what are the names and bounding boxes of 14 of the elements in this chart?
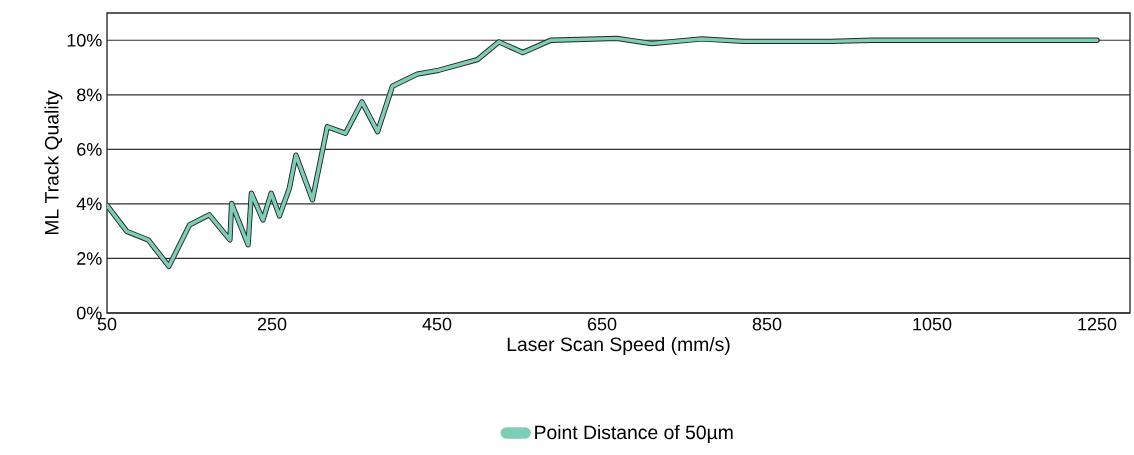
x-tick-label: 250 [257, 317, 287, 331]
y-tick-label: 6% [77, 143, 102, 156]
y-tick-label: 10% [67, 33, 102, 47]
y-tick-label: 8% [77, 88, 102, 102]
x-tick-label: 850 [752, 317, 782, 331]
x-tick-label: 450 [422, 317, 452, 331]
x-axis-title: Laser Scan Speed (mm/s) [507, 336, 730, 355]
x-tick-label: 1050 [913, 317, 952, 331]
y-tick-label: 4% [76, 197, 102, 211]
y-axis-title: ML Track Quality [44, 90, 63, 235]
x-tick-label: 650 [587, 317, 617, 331]
x-tick-label: 1250 [1078, 317, 1117, 331]
y-tick-label: 2% [77, 252, 102, 265]
legend-label: Point Distance of 50µm [535, 424, 733, 444]
